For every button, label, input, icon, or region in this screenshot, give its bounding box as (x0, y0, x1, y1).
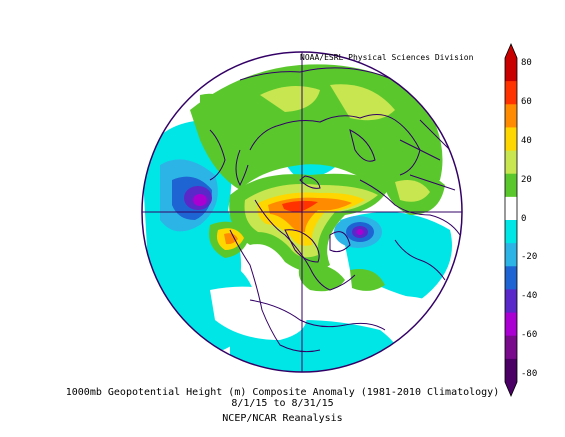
map-grid (142, 52, 462, 372)
west-green-patch (200, 93, 225, 110)
colorbar-label: 60 (521, 96, 532, 107)
colorbar-segment (505, 150, 517, 175)
colorbar-label: -40 (521, 291, 538, 302)
kara-low-center (356, 229, 364, 235)
colorbar-label: 0 (521, 213, 527, 224)
west-positive-orange (224, 233, 238, 245)
colorbar-segment (505, 266, 517, 290)
pacific-low-center (193, 194, 207, 206)
arctic-positive-red (282, 200, 318, 212)
credit-text: NOAA/ESRL Physical Sciences Division (300, 53, 474, 62)
colorbar-label: -60 (521, 330, 538, 341)
colorbar-bottom-arrow (505, 382, 517, 396)
caption-title: 1000mb Geopotential Height (m) Composite… (65, 387, 500, 398)
colorbar-segment (505, 58, 517, 82)
colorbar-top-arrow (505, 44, 517, 58)
colorbar-label: -20 (521, 252, 538, 263)
colorbar-segment (505, 81, 517, 105)
colorbar-outline (504, 42, 518, 398)
colorbar-label: -80 (521, 369, 538, 379)
north-green-light (330, 84, 395, 121)
colorbar-segment (505, 104, 517, 128)
colorbar-segment (505, 243, 517, 267)
colorbar-label: 20 (521, 174, 532, 185)
colorbar-segment (505, 196, 517, 221)
north-yellow-patch (260, 86, 320, 112)
colorbar-segment (505, 173, 517, 198)
colorbar-segment (505, 335, 517, 360)
lower-right-white-region (370, 296, 440, 345)
southeast-positive-patch (350, 269, 385, 291)
lower-white-region (210, 286, 307, 340)
colorbar-segment (505, 220, 517, 244)
colorbar-segment (505, 127, 517, 152)
east-yellow-lobe (395, 179, 430, 202)
colorbar-label: 80 (521, 58, 532, 68)
colorbar-segment (505, 358, 517, 383)
south-positive-patch (298, 264, 345, 292)
map-border (141, 51, 463, 373)
colorbar-segment (505, 312, 517, 337)
caption-dates: 8/1/15 to 8/31/15 (231, 398, 334, 409)
colorbar-segment (505, 289, 517, 314)
colorbar (504, 42, 518, 398)
caption-source: NCEP/NCAR Reanalysis (222, 413, 343, 424)
colorbar-label: 40 (521, 135, 532, 146)
